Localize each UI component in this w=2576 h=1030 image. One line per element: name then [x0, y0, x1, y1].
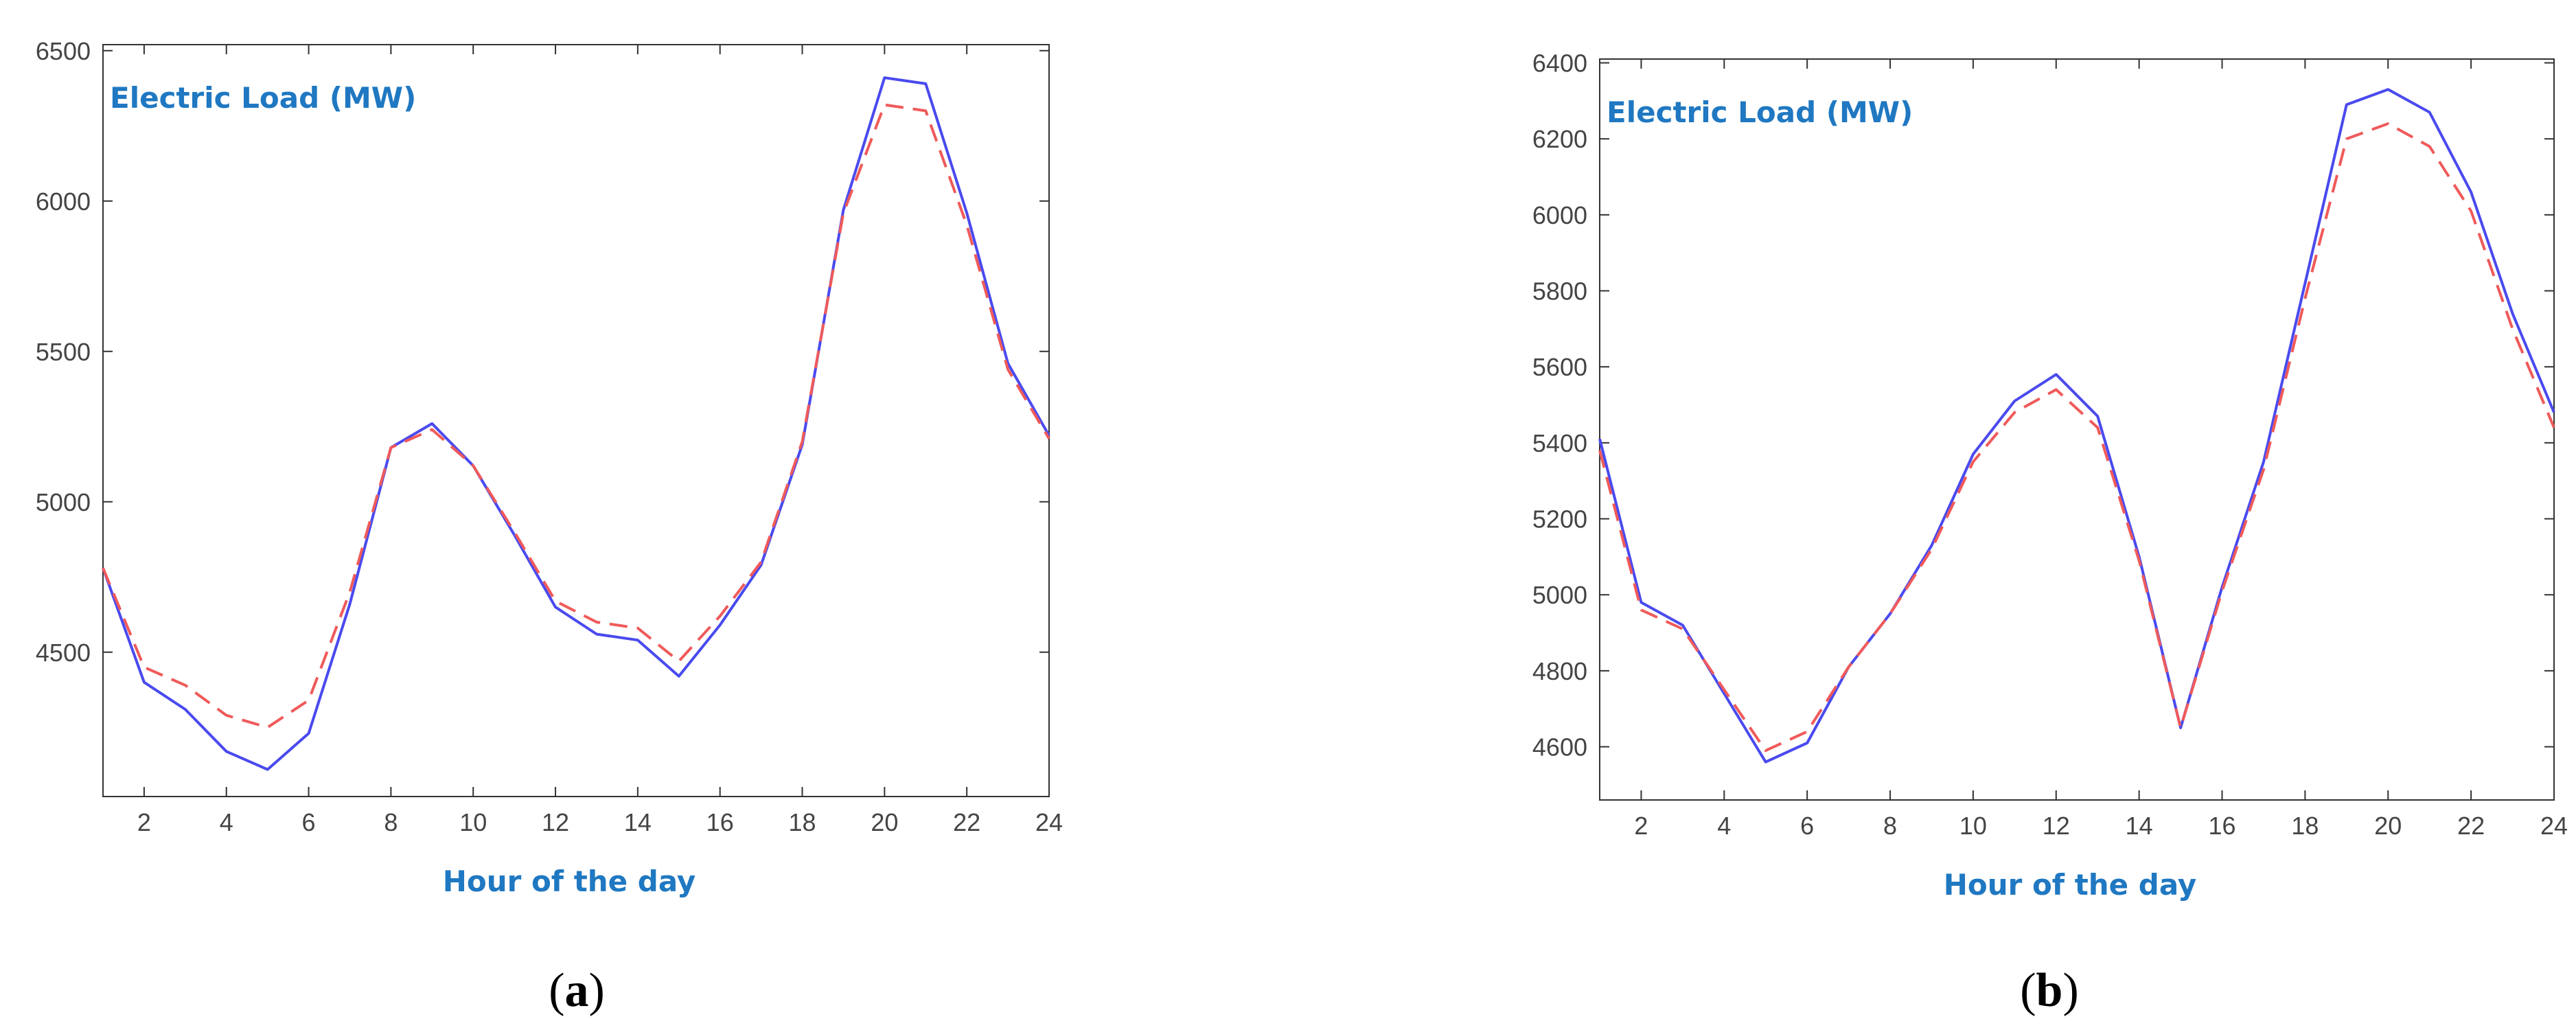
x-tick-label: 20 — [871, 808, 898, 836]
x-tick-label: 22 — [2457, 812, 2485, 840]
y-tick-label: 5000 — [36, 488, 91, 516]
y-tick-label: 5800 — [1532, 277, 1587, 306]
y-tick-label: 6200 — [1532, 125, 1587, 153]
x-axis-label: Hour of the day — [443, 865, 696, 898]
panel-label-letter: b — [2036, 964, 2063, 1017]
x-tick-label: 16 — [706, 808, 734, 836]
plot-frame — [102, 44, 1050, 797]
x-tick-label: 18 — [2291, 812, 2319, 840]
chart-panel-a: 2 4 6 8 10 12 14 16 18 20 22 2445005000550060006500… — [36, 37, 1063, 1017]
solid-series-line — [102, 76, 1050, 771]
x-tick-label: 14 — [624, 808, 652, 836]
y-axis-label: Electric Load (MW) — [1607, 95, 1913, 129]
y-tick-label: 6000 — [1532, 201, 1587, 229]
y-tick-label: 5600 — [1532, 353, 1587, 381]
panel-label-open: ( — [2020, 964, 2036, 1017]
x-tick-label: 2 — [137, 808, 151, 836]
solid-series-line — [1598, 88, 2555, 764]
y-tick-label: 4600 — [1532, 733, 1587, 762]
y-tick-label: 5500 — [36, 338, 91, 366]
x-tick-label: 14 — [2126, 812, 2153, 840]
x-axis-label: Hour of the day — [1944, 868, 2197, 902]
x-tick-label: 24 — [2540, 812, 2568, 840]
y-tick-label: 4800 — [1532, 657, 1587, 685]
x-tick-label: 6 — [302, 808, 316, 836]
panel-label-close: ) — [589, 964, 605, 1017]
x-tick-label: 24 — [1035, 808, 1063, 836]
panel-label: (a) — [549, 964, 605, 1017]
x-tick-label: 2 — [1634, 812, 1648, 840]
x-tick-label: 12 — [542, 808, 569, 836]
y-tick-label: 6500 — [36, 37, 91, 65]
panel-label-letter: a — [565, 964, 589, 1017]
y-tick-label: 4500 — [36, 639, 91, 667]
x-tick-label: 10 — [1959, 812, 1987, 840]
dashed-series-line — [102, 103, 1050, 729]
dashed-series-line — [1598, 122, 2555, 753]
x-tick-label: 22 — [953, 808, 980, 836]
panel-label: (b) — [2020, 964, 2079, 1017]
x-tick-label: 10 — [459, 808, 487, 836]
x-tick-label: 16 — [2208, 812, 2235, 840]
x-tick-label: 20 — [2374, 812, 2402, 840]
y-tick-label: 6000 — [36, 187, 91, 216]
y-tick-label: 5000 — [1532, 581, 1587, 609]
x-tick-label: 4 — [220, 808, 233, 836]
x-tick-label: 12 — [2043, 812, 2070, 840]
x-tick-label: 18 — [788, 808, 816, 836]
x-tick-label: 6 — [1800, 812, 1814, 840]
y-tick-label: 6400 — [1532, 49, 1587, 78]
x-tick-label: 8 — [1883, 812, 1897, 840]
panel-label-close: ) — [2062, 964, 2078, 1017]
x-tick-label: 8 — [384, 808, 398, 836]
chart-panel-b: 2 4 6 8 10 12 14 16 18 20 22 2446004800500052005400… — [1532, 49, 2568, 1017]
panel-label-open: ( — [549, 964, 564, 1017]
y-tick-label: 5400 — [1532, 429, 1587, 457]
y-tick-label: 5200 — [1532, 505, 1587, 534]
y-axis-label: Electric Load (MW) — [110, 81, 416, 115]
plot-frame — [1599, 58, 2555, 801]
x-tick-label: 4 — [1717, 812, 1731, 840]
